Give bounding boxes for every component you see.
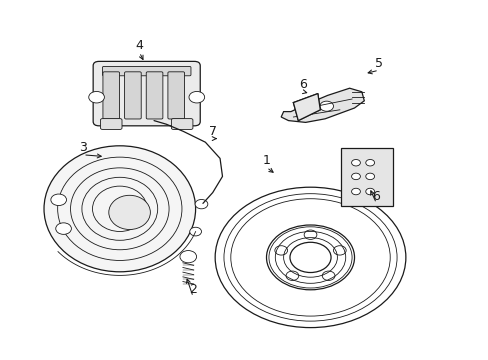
FancyBboxPatch shape — [167, 72, 184, 119]
Circle shape — [365, 159, 374, 166]
FancyBboxPatch shape — [124, 72, 141, 119]
Text: 2: 2 — [189, 283, 197, 296]
Circle shape — [285, 271, 298, 280]
Text: 6: 6 — [372, 190, 380, 203]
FancyBboxPatch shape — [102, 72, 119, 119]
Circle shape — [333, 246, 346, 255]
FancyBboxPatch shape — [146, 72, 163, 119]
Text: 1: 1 — [262, 154, 270, 167]
FancyBboxPatch shape — [340, 148, 392, 206]
FancyBboxPatch shape — [101, 119, 122, 130]
Text: 3: 3 — [79, 141, 87, 154]
Ellipse shape — [44, 146, 195, 272]
FancyBboxPatch shape — [93, 62, 200, 126]
Circle shape — [351, 173, 360, 180]
Circle shape — [180, 251, 196, 263]
Text: 4: 4 — [135, 39, 143, 51]
Text: 7: 7 — [208, 125, 216, 138]
Circle shape — [365, 173, 374, 180]
Circle shape — [322, 271, 334, 280]
Circle shape — [56, 223, 71, 234]
Polygon shape — [293, 94, 320, 121]
Circle shape — [319, 101, 333, 111]
Text: 6: 6 — [299, 78, 306, 91]
Circle shape — [189, 227, 201, 236]
FancyBboxPatch shape — [102, 67, 190, 76]
Circle shape — [351, 159, 360, 166]
Circle shape — [274, 246, 287, 255]
FancyBboxPatch shape — [171, 119, 192, 130]
Ellipse shape — [108, 195, 150, 230]
Circle shape — [304, 230, 316, 239]
Circle shape — [188, 91, 204, 103]
Circle shape — [289, 242, 330, 273]
Circle shape — [89, 91, 104, 103]
Text: 5: 5 — [374, 57, 382, 69]
Circle shape — [195, 199, 207, 209]
Circle shape — [51, 194, 66, 206]
Circle shape — [351, 188, 360, 195]
Circle shape — [365, 188, 374, 195]
Polygon shape — [281, 88, 364, 122]
